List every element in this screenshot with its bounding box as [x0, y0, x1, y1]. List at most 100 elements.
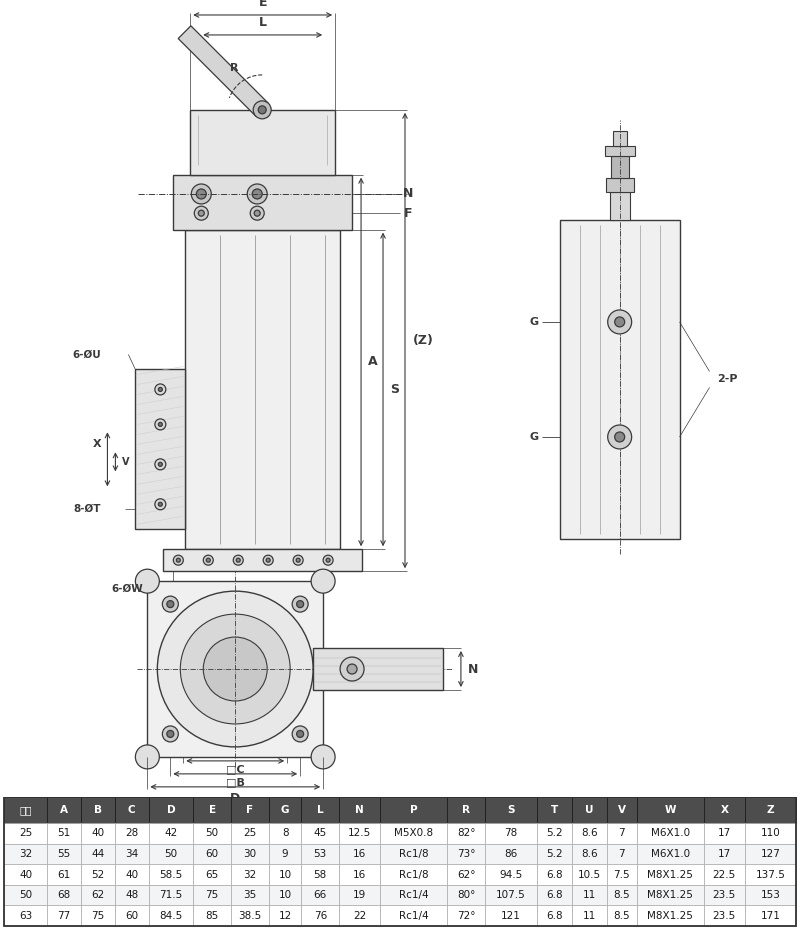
Bar	[4, 797, 47, 823]
Text: 34: 34	[125, 849, 138, 859]
Bar	[302, 844, 339, 864]
Text: 137.5: 137.5	[755, 869, 786, 880]
Bar	[149, 797, 194, 823]
Bar	[537, 823, 572, 844]
Text: Z: Z	[766, 805, 774, 815]
Circle shape	[158, 462, 162, 466]
Circle shape	[292, 596, 308, 612]
Bar	[339, 844, 380, 864]
Bar	[380, 864, 447, 884]
Text: 缸径: 缸径	[19, 805, 32, 815]
Text: (Z): (Z)	[413, 334, 434, 347]
Bar	[302, 905, 339, 926]
Circle shape	[292, 726, 308, 742]
Text: 5.2: 5.2	[546, 828, 562, 838]
Polygon shape	[178, 26, 269, 116]
Text: 55: 55	[58, 849, 70, 859]
Text: R: R	[462, 805, 470, 815]
Circle shape	[155, 458, 166, 470]
Circle shape	[155, 418, 166, 430]
Bar	[745, 797, 796, 823]
Text: 62°: 62°	[457, 869, 475, 880]
Bar	[269, 823, 302, 844]
Text: 6-ØW: 6-ØW	[112, 584, 143, 594]
Text: 76: 76	[314, 911, 327, 921]
Text: 171: 171	[760, 911, 780, 921]
Text: F: F	[246, 805, 254, 815]
Circle shape	[250, 206, 264, 221]
Bar	[537, 844, 572, 864]
Text: 30: 30	[243, 849, 257, 859]
Text: 50: 50	[164, 849, 178, 859]
Bar	[4, 823, 47, 844]
Bar	[572, 884, 606, 905]
Text: P: P	[410, 805, 418, 815]
Text: M8X1.25: M8X1.25	[647, 869, 694, 880]
Text: 23.5: 23.5	[713, 911, 736, 921]
Text: 60: 60	[125, 911, 138, 921]
Text: 58.5: 58.5	[159, 869, 182, 880]
Bar	[231, 884, 269, 905]
Text: L: L	[258, 16, 266, 29]
Text: 25: 25	[19, 828, 32, 838]
Text: D: D	[166, 805, 175, 815]
Bar	[745, 864, 796, 884]
Text: 62: 62	[91, 890, 105, 901]
Bar	[163, 550, 362, 572]
Bar	[231, 844, 269, 864]
Text: 121: 121	[501, 911, 521, 921]
Text: 10: 10	[278, 890, 292, 901]
Text: D: D	[230, 792, 240, 805]
Bar	[147, 581, 323, 757]
Bar	[4, 797, 796, 926]
Text: N: N	[403, 187, 413, 201]
Bar	[47, 884, 81, 905]
Bar	[572, 844, 606, 864]
Bar	[339, 864, 380, 884]
Text: S: S	[507, 805, 514, 815]
Text: G: G	[530, 432, 538, 442]
Bar	[194, 797, 231, 823]
Circle shape	[254, 101, 271, 119]
Bar	[149, 823, 194, 844]
Circle shape	[614, 317, 625, 327]
Text: 107.5: 107.5	[496, 890, 526, 901]
Text: M8X1.25: M8X1.25	[647, 890, 694, 901]
Text: B: B	[94, 805, 102, 815]
Circle shape	[614, 432, 625, 442]
Text: 40: 40	[19, 869, 32, 880]
Circle shape	[347, 664, 357, 674]
Bar	[269, 905, 302, 926]
Circle shape	[158, 387, 162, 392]
Bar	[380, 884, 447, 905]
Circle shape	[206, 558, 210, 562]
Text: L: L	[317, 805, 323, 815]
Bar	[380, 823, 447, 844]
Text: 6-ØU: 6-ØU	[73, 349, 102, 359]
Text: 23.5: 23.5	[713, 890, 736, 901]
Circle shape	[311, 745, 335, 768]
Text: 10.5: 10.5	[578, 869, 601, 880]
Text: 8.5: 8.5	[614, 890, 630, 901]
Text: 7.5: 7.5	[614, 869, 630, 880]
Text: 8.6: 8.6	[581, 849, 598, 859]
Bar	[149, 864, 194, 884]
Text: 78: 78	[504, 828, 518, 838]
Text: 86: 86	[504, 849, 518, 859]
Bar	[637, 884, 704, 905]
Bar	[47, 844, 81, 864]
Text: 6.8: 6.8	[546, 911, 562, 921]
Text: G: G	[530, 317, 538, 327]
Text: 7: 7	[618, 849, 625, 859]
Text: 153: 153	[760, 890, 780, 901]
Text: 17: 17	[718, 828, 731, 838]
Circle shape	[162, 596, 178, 612]
Text: 40: 40	[91, 828, 105, 838]
Text: 25: 25	[243, 828, 257, 838]
Bar	[81, 905, 115, 926]
Bar	[613, 131, 626, 146]
Bar	[605, 146, 634, 156]
Circle shape	[266, 558, 270, 562]
Circle shape	[252, 189, 262, 199]
Bar	[704, 797, 745, 823]
